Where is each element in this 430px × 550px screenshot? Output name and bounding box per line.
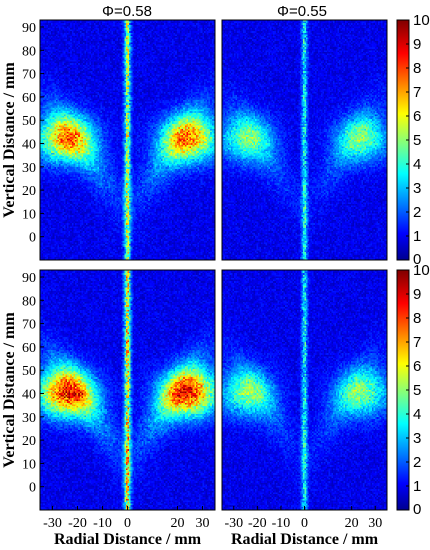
colorbar-tick-label: 2 (413, 454, 421, 471)
colorbar-tick-label: 7 (413, 334, 421, 351)
colorbar-tick-label: 2 (413, 204, 421, 221)
y-tick-label: 80 (22, 44, 36, 59)
x-tick-label: 30 (368, 516, 382, 531)
y-tick-label: 60 (22, 341, 36, 356)
x-tick-label: 20 (171, 516, 185, 531)
x-tick-label: -20 (248, 516, 267, 531)
x-tick-label: -10 (272, 516, 291, 531)
colorbar-tick-label: 6 (413, 108, 421, 125)
colorbar-tick-label: 5 (413, 382, 421, 399)
heatmap-image-top-left (40, 20, 215, 260)
heatmap-panel-top-left: 0 10 20 30 40 50 60 70 80 90 (22, 19, 216, 261)
colorbar-tick-label: 1 (413, 228, 421, 245)
x-tick-label: -30 (224, 516, 243, 531)
colorbar-tick-label: 10 (413, 262, 430, 279)
y-tick-label: 50 (22, 114, 36, 129)
heatmap-panel-bottom-right: -30 -20 -10 0 20 30 (221, 269, 388, 531)
x-tick-label: -20 (68, 516, 87, 531)
y-tick-label: 0 (29, 481, 36, 496)
y-axis-label: Vertical Distance / mm (1, 62, 18, 218)
panel-frame (39, 19, 216, 261)
heatmap-panel-bottom-left: 0 10 20 30 40 50 60 70 80 90 -30 -20 -10 0 20 30 (22, 269, 216, 531)
x-tick-label: 0 (124, 516, 131, 531)
colorbar-tick-label: 0 (413, 251, 421, 268)
colorbar-tick-label: 6 (413, 358, 421, 375)
y-tick-label: 20 (22, 434, 36, 449)
y-tick-label: 90 (22, 21, 36, 36)
y-tick-label: 20 (22, 184, 36, 199)
x-tick-label: 0 (301, 516, 308, 531)
x-axis-label: Radial Distance / mm (231, 531, 379, 548)
heatmap-image-bottom-left (40, 270, 215, 510)
y-tick-label: 0 (29, 231, 36, 246)
heatmap-image-top-right (222, 20, 387, 260)
column-title-right: Φ=0.55 (277, 3, 327, 20)
x-tick-label: -10 (93, 516, 112, 531)
y-tick-label: 10 (22, 207, 36, 222)
y-axis-label: Vertical Distance / mm (1, 312, 18, 468)
y-tick-label: 10 (22, 457, 36, 472)
y-tick-label: 40 (22, 137, 36, 152)
colorbar-tick-label: 5 (413, 132, 421, 149)
colorbar-tick-label: 8 (413, 310, 421, 327)
y-tick-label: 60 (22, 91, 36, 106)
colorbar-tick-label: 3 (413, 180, 421, 197)
y-tick-label: 30 (22, 161, 36, 176)
heatmap-panel-top-right (221, 19, 388, 261)
column-title-left: Φ=0.58 (102, 3, 152, 20)
heatmap-image-bottom-right (222, 270, 387, 510)
panel-frame (221, 19, 388, 261)
colorbar-tick-label: 0 (413, 501, 421, 518)
colorbar-tick-label: 1 (413, 478, 421, 495)
y-tick-label: 70 (22, 68, 36, 83)
x-tick-label: 20 (345, 516, 359, 531)
y-tick-label: 90 (22, 271, 36, 286)
y-tick-label: 30 (22, 411, 36, 426)
colorbar-tick-label: 4 (413, 406, 421, 423)
y-tick-label: 40 (22, 387, 36, 402)
y-tick-label: 50 (22, 364, 36, 379)
x-tick-label: 30 (196, 516, 210, 531)
colorbar-tick-label: 7 (413, 84, 421, 101)
x-tick-label: -30 (43, 516, 62, 531)
y-tick-label: 80 (22, 294, 36, 309)
colorbar-tick-label: 8 (413, 60, 421, 77)
x-axis-label: Radial Distance / mm (54, 531, 202, 548)
colorbar-tick-label: 10 (413, 12, 430, 29)
colorbar-tick-label: 9 (413, 36, 421, 53)
colorbar-tick-label: 9 (413, 286, 421, 303)
colorbar-tick-label: 4 (413, 156, 421, 173)
y-tick-label: 70 (22, 318, 36, 333)
colorbar-tick-label: 3 (413, 430, 421, 447)
